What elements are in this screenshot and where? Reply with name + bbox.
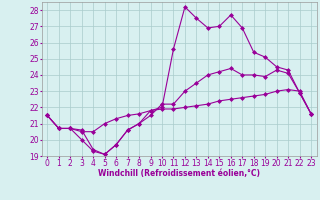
X-axis label: Windchill (Refroidissement éolien,°C): Windchill (Refroidissement éolien,°C) [98, 169, 260, 178]
